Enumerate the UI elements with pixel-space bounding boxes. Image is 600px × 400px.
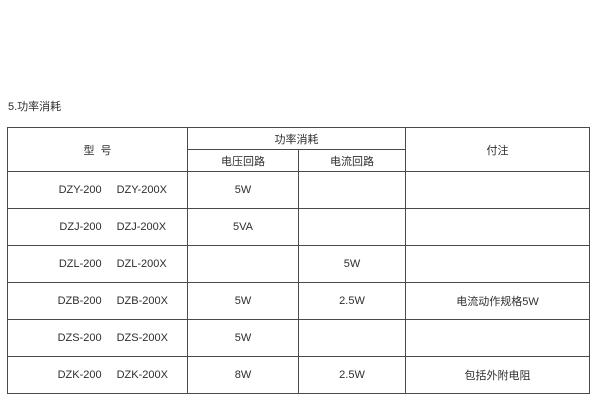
header-power-group: 功率消耗 bbox=[187, 127, 406, 150]
model-name-x: DZY-200X bbox=[116, 184, 167, 196]
current-value: 2.5W bbox=[298, 282, 406, 320]
model-name-x: DZB-200X bbox=[116, 295, 168, 307]
table-row-dzs: DZS-200 DZS-200X 5W bbox=[7, 319, 590, 357]
model-pair: DZB-200 DZB-200X bbox=[58, 295, 168, 307]
table-body: DZY-200 DZY-200X 5W DZJ-200 DZJ-200X 5VA bbox=[7, 171, 590, 394]
note-value: 电流动作规格5W bbox=[405, 282, 590, 320]
current-value bbox=[298, 208, 406, 246]
header-notes: 付注 bbox=[405, 127, 590, 172]
current-value: 5W bbox=[298, 245, 406, 283]
model-pair: DZK-200 DZK-200X bbox=[58, 369, 168, 381]
table-row-dzy: DZY-200 DZY-200X 5W bbox=[7, 171, 590, 209]
model-name-x: DZL-200X bbox=[116, 258, 167, 270]
model-name: DZS-200 bbox=[57, 332, 102, 344]
voltage-value: 5W bbox=[187, 282, 299, 320]
voltage-value: 5W bbox=[187, 319, 299, 357]
header-row-top: 型 号 功率消耗 付注 bbox=[7, 127, 590, 172]
voltage-value: 8W bbox=[187, 356, 299, 394]
model-name-x: DZK-200X bbox=[116, 369, 168, 381]
note-value bbox=[405, 245, 590, 283]
model-cell: DZK-200 DZK-200X bbox=[7, 356, 188, 394]
model-cell: DZS-200 DZS-200X bbox=[7, 319, 188, 357]
table-header: 型 号 功率消耗 付注 电压回路 电流回路 bbox=[7, 127, 590, 172]
header-current-circuit: 电流回路 bbox=[298, 149, 406, 172]
header-model: 型 号 bbox=[7, 127, 188, 172]
current-value bbox=[298, 319, 406, 357]
voltage-value: 5VA bbox=[187, 208, 299, 246]
table-row-dzl: DZL-200 DZL-200X 5W bbox=[7, 245, 590, 283]
model-cell: DZY-200 DZY-200X bbox=[7, 171, 188, 209]
model-cell: DZB-200 DZB-200X bbox=[7, 282, 188, 320]
model-pair: DZS-200 DZS-200X bbox=[58, 332, 168, 344]
model-name: DZJ-200 bbox=[59, 221, 102, 233]
header-voltage-circuit: 电压回路 bbox=[187, 149, 299, 172]
section-title: 5.功率消耗 bbox=[8, 101, 62, 113]
current-value bbox=[298, 171, 406, 209]
current-value: 2.5W bbox=[298, 356, 406, 394]
model-name-x: DZJ-200X bbox=[116, 221, 167, 233]
table-row-dzj: DZJ-200 DZJ-200X 5VA bbox=[7, 208, 590, 246]
model-name-x: DZS-200X bbox=[116, 332, 168, 344]
model-cell: DZL-200 DZL-200X bbox=[7, 245, 188, 283]
model-pair: DZJ-200 DZJ-200X bbox=[59, 221, 166, 233]
model-name: DZK-200 bbox=[57, 369, 102, 381]
model-name: DZB-200 bbox=[57, 295, 102, 307]
note-value: 包括外附电阻 bbox=[405, 356, 590, 394]
note-value bbox=[405, 319, 590, 357]
model-cell: DZJ-200 DZJ-200X bbox=[7, 208, 188, 246]
note-value bbox=[405, 208, 590, 246]
note-value bbox=[405, 171, 590, 209]
table-row-dzb: DZB-200 DZB-200X 5W 2.5W 电流动作规格5W bbox=[7, 282, 590, 320]
table-row-dzk: DZK-200 DZK-200X 8W 2.5W 包括外附电阻 bbox=[7, 356, 590, 394]
voltage-value: 5W bbox=[187, 171, 299, 209]
power-consumption-table: 型 号 功率消耗 付注 电压回路 电流回路 DZY-200 DZY-200X 5… bbox=[7, 127, 590, 394]
model-pair: DZY-200 DZY-200X bbox=[59, 184, 167, 196]
voltage-value bbox=[187, 245, 299, 283]
model-name: DZY-200 bbox=[58, 184, 102, 196]
model-name: DZL-200 bbox=[58, 258, 102, 270]
model-pair: DZL-200 DZL-200X bbox=[59, 258, 167, 270]
